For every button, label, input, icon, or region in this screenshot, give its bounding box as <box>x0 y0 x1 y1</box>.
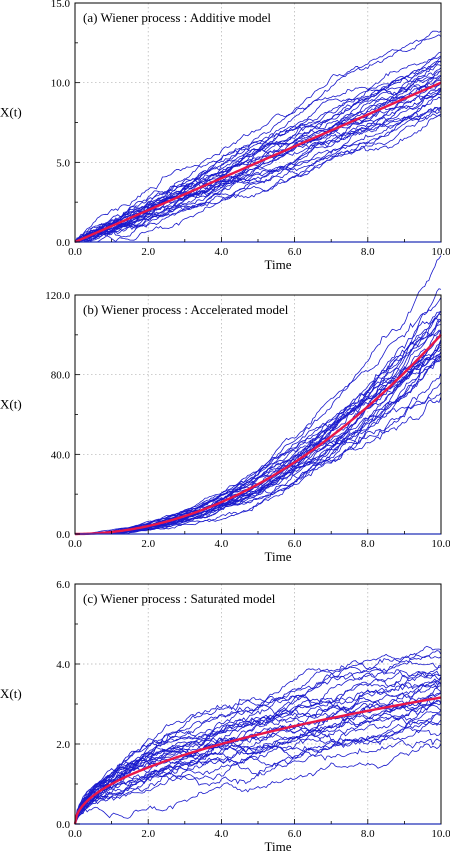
y-tick-label: 0.0 <box>56 237 70 249</box>
sample-path <box>74 670 442 825</box>
sample-path <box>74 711 442 825</box>
sample-path <box>75 310 442 535</box>
sample-paths <box>74 255 442 535</box>
sample-path <box>74 312 442 535</box>
x-tick-label: 2.0 <box>141 828 155 840</box>
plot-frame <box>74 2 442 243</box>
y-tick-label: 5.0 <box>56 157 70 169</box>
x-tick-label: 8.0 <box>361 246 375 258</box>
y-tick-label: 0.0 <box>56 819 70 831</box>
panel-title: (a) Wiener process : Additive model <box>83 10 271 25</box>
sample-path <box>75 96 442 243</box>
x-tick-label: 2.0 <box>141 538 155 550</box>
x-tick-label: 6.0 <box>288 828 302 840</box>
x-axis-title: Time <box>265 257 292 272</box>
sample-path <box>74 699 442 825</box>
mean-curve <box>73 696 442 825</box>
sample-path <box>74 106 442 243</box>
sample-path <box>74 674 442 825</box>
sample-path <box>74 743 442 825</box>
sample-path <box>74 348 442 535</box>
x-tick-label: 8.0 <box>361 828 375 840</box>
sample-path <box>74 288 442 535</box>
y-axis-title: X(t) <box>0 397 22 412</box>
y-tick-label: 15.0 <box>51 0 71 10</box>
sample-path <box>74 696 442 825</box>
sample-path <box>74 738 442 825</box>
x-tick-label: 10.0 <box>431 246 450 258</box>
sample-path <box>74 30 442 243</box>
x-axis-title: Time <box>265 839 292 854</box>
panel-saturated: 0.0 2.0 4.0 6.0 8.0 10.00.02.04.06.0TimeX(t)(… <box>0 579 450 854</box>
y-tick-label: 10.0 <box>51 78 71 90</box>
x-tick-label: 0.0 <box>68 538 82 550</box>
panel-title: (c) Wiener process : Saturated model <box>83 591 276 606</box>
y-axis-title: X(t) <box>0 105 22 120</box>
sample-path <box>74 696 442 825</box>
sample-path <box>74 60 442 243</box>
sample-path <box>74 721 442 825</box>
y-tick-label: 40.0 <box>51 449 71 461</box>
sample-path <box>74 310 442 535</box>
sample-path <box>75 396 442 535</box>
y-tick-label: 6.0 <box>56 579 70 591</box>
x-tick-label: 0.0 <box>68 246 82 258</box>
mean-curve <box>75 334 442 536</box>
panel-additive: 0.0 2.0 4.0 6.0 8.0 10.0 0.0 5.0 10.0 15.0 Time X(t… <box>0 0 450 272</box>
y-tick-label: 80.0 <box>51 370 71 382</box>
sample-path <box>75 51 442 243</box>
sample-path <box>74 679 442 825</box>
x-axis-title: Time <box>265 549 292 564</box>
grid <box>75 3 441 242</box>
sample-path <box>74 106 442 243</box>
sample-path <box>74 344 442 535</box>
mean-curve <box>74 81 442 244</box>
sample-path <box>74 650 442 825</box>
sample-path <box>75 358 442 535</box>
sample-path <box>75 70 442 243</box>
y-tick-label: 2.0 <box>56 739 70 751</box>
sample-path <box>74 356 442 535</box>
x-tick-label: 4.0 <box>215 828 229 840</box>
panel-title: (b) Wiener process : Accelerated model <box>83 302 289 317</box>
x-tick-label: 4.0 <box>215 538 229 550</box>
x-tick-label: 0.0 <box>68 828 82 840</box>
sample-path <box>74 645 442 825</box>
x-tick-label: 2.0 <box>141 246 155 258</box>
y-tick-label: 0.0 <box>56 529 70 541</box>
sample-path <box>74 719 442 825</box>
x-tick-label: 10.0 <box>431 538 450 550</box>
sample-path <box>74 83 442 243</box>
sample-path <box>74 55 442 243</box>
sample-path <box>74 111 442 243</box>
sample-path <box>75 352 442 535</box>
y-tick-label: 4.0 <box>56 659 70 671</box>
sample-path <box>74 75 442 243</box>
x-tick-label: 8.0 <box>361 538 375 550</box>
sample-path <box>74 699 442 825</box>
sample-path <box>74 330 442 535</box>
x-tick-label: 6.0 <box>288 538 302 550</box>
x-tick-label: 10.0 <box>431 828 450 840</box>
sample-path <box>74 677 442 825</box>
sample-path <box>74 704 442 825</box>
sample-paths <box>74 30 442 243</box>
sample-path <box>75 34 442 243</box>
sample-path <box>74 660 442 825</box>
sample-path <box>74 87 442 243</box>
sample-path <box>74 113 442 243</box>
x-tick-label: 6.0 <box>288 246 302 258</box>
sample-path <box>74 67 442 243</box>
y-tick-label: 120.0 <box>45 290 70 302</box>
sample-path <box>74 713 442 825</box>
x-tick-label: 4.0 <box>215 246 229 258</box>
y-axis-title: X(t) <box>0 686 22 701</box>
sample-path <box>74 680 442 825</box>
panel-accelerated: 0.0 2.0 4.0 6.0 8.0 10.0 0.0 40.0 80.0 120.0 Time X… <box>0 255 450 564</box>
sample-path <box>74 255 442 535</box>
